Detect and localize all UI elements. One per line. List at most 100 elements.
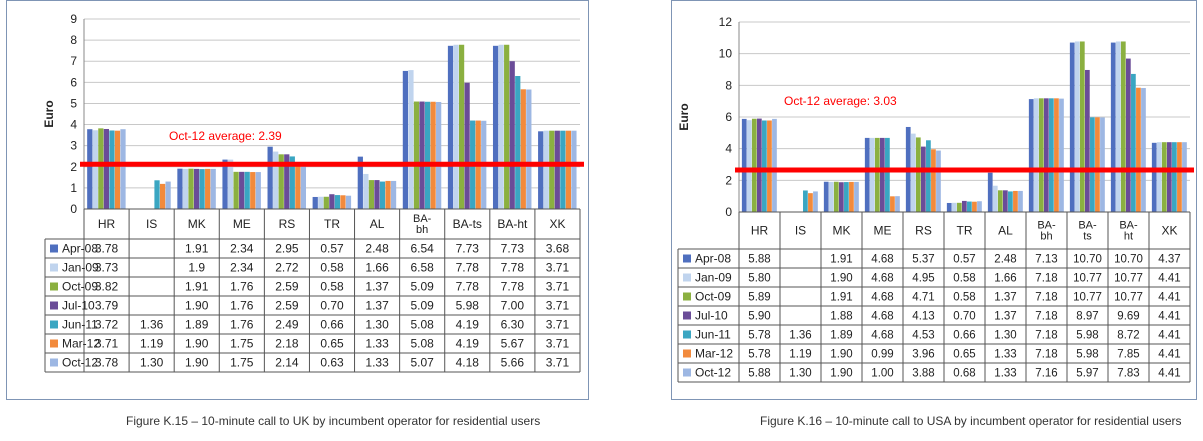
- category-label-hr: HR: [751, 224, 769, 238]
- table-cell-value: 1.90: [185, 337, 209, 351]
- table-cell-value: 7.18: [1035, 311, 1057, 323]
- bar-jan-09-ba-bh: [408, 70, 414, 209]
- bar-apr-08-ba-ht: [492, 45, 499, 210]
- bar-mar-12-rs: [931, 149, 936, 212]
- table-cell-value: 5.37: [912, 254, 934, 266]
- legend-label-apr-08: Apr-08: [62, 242, 98, 256]
- bar-oct-12-me: [895, 196, 900, 212]
- bar-apr-08-me: [864, 137, 870, 212]
- category-label-ba-ts: BA-ts: [1078, 220, 1097, 243]
- table-cell-value: 7.18: [1035, 330, 1057, 342]
- y-tick-label: 0: [70, 202, 77, 216]
- category-label-ba-ts: BA-ts: [453, 217, 482, 231]
- table-cell-value: 3.82: [95, 280, 119, 294]
- bar-oct-12-al: [1018, 190, 1023, 212]
- bar-oct-12-me: [255, 172, 261, 209]
- bar-apr-08-ba-ht: [1110, 42, 1116, 212]
- table-cell-value: 3.78: [95, 356, 119, 370]
- category-label-rs: RS: [915, 224, 932, 238]
- bar-oct-12-rs: [300, 163, 306, 209]
- category-label-ba-bh: BA-bh: [1037, 220, 1056, 243]
- bar-mar-12-me: [890, 196, 895, 212]
- bar-oct-09-hr: [98, 128, 104, 209]
- table-cell-value: 1.89: [185, 318, 209, 332]
- bar-jan-09-rs: [910, 133, 916, 213]
- table-cell-value: 1.91: [830, 254, 852, 266]
- bar-oct-09-ba-ht: [1120, 41, 1126, 212]
- bar-apr-08-mk: [823, 181, 829, 212]
- bar-jul-10-tr: [961, 200, 967, 212]
- table-cell-value: 5.78: [748, 330, 770, 342]
- table-cell-value: 0.58: [953, 292, 975, 304]
- table-cell-value: 1.33: [365, 337, 389, 351]
- legend-label-oct-12: Oct-12: [695, 366, 731, 380]
- legend-swatch-jun-11: [683, 330, 691, 339]
- bar-mar-12-is: [808, 193, 813, 212]
- table-cell-value: 7.13: [1035, 254, 1057, 266]
- table-cell-value: 2.59: [275, 280, 299, 294]
- category-label-xk: XK: [1161, 224, 1177, 238]
- bar-mar-12-ba-ht: [520, 89, 526, 209]
- bar-jul-10-ba-bh: [419, 101, 425, 209]
- bar-jun-11-al: [379, 181, 386, 209]
- table-cell-value: 1.00: [871, 368, 893, 380]
- legend-label-jan-09: Jan-09: [695, 271, 732, 285]
- table-cell-value: 0.65: [320, 337, 344, 351]
- table-cell-value: 7.18: [1035, 292, 1057, 304]
- bar-apr-08-al: [987, 172, 993, 212]
- bar-jan-09-xk: [1156, 142, 1162, 212]
- bar-oct-09-me: [233, 171, 239, 209]
- table-cell-value: 2.72: [275, 261, 299, 275]
- bar-mar-12-ba-ht: [1136, 87, 1141, 212]
- bar-jan-09-me: [227, 159, 234, 209]
- table-cell-value: 1.90: [830, 273, 852, 285]
- legend-label-jan-09: Jan-09: [62, 261, 99, 275]
- table-cell-value: 1.88: [830, 311, 852, 323]
- bar-jul-10-al: [1002, 190, 1008, 212]
- bar-jul-10-ba-ht: [1125, 58, 1131, 212]
- bar-oct-12-tr: [345, 195, 352, 209]
- y-tick-label: 12: [719, 15, 733, 29]
- bar-apr-08-mk: [177, 168, 183, 209]
- table-cell-value: 5.88: [748, 254, 770, 266]
- y-tick-label: 5: [70, 96, 77, 110]
- table-cell-value: 0.70: [320, 299, 344, 313]
- category-label-ba-bh: BA-bh: [413, 213, 432, 236]
- table-cell-value: 1.37: [365, 280, 389, 294]
- y-tick-label: 1: [70, 181, 77, 195]
- table-cell-value: 7.73: [501, 242, 525, 256]
- bar-oct-09-mk: [833, 181, 839, 212]
- legend-swatch-apr-08: [50, 244, 58, 253]
- table-cell-value: 3.96: [912, 349, 934, 361]
- bar-jan-09-ba-ht: [1115, 41, 1121, 212]
- bar-oct-12-xk: [571, 130, 577, 209]
- table-cell-value: 1.75: [230, 337, 254, 351]
- category-label-hr: HR: [98, 217, 116, 231]
- y-tick-label: 6: [70, 75, 77, 89]
- category-label-rs: RS: [279, 217, 296, 231]
- table-cell-value: 1.36: [140, 318, 164, 332]
- bar-oct-09-al: [997, 190, 1003, 212]
- table-cell-value: 3.71: [546, 299, 570, 313]
- legend-label-oct-12: Oct-12: [62, 356, 98, 370]
- bar-oct-09-xk: [549, 130, 555, 209]
- table-cell-value: 1.90: [185, 356, 209, 370]
- category-label-mk: MK: [833, 224, 851, 238]
- table-cell-value: 3.71: [546, 261, 570, 275]
- table-cell-value: 5.67: [501, 337, 525, 351]
- table-cell-value: 7.18: [1035, 273, 1057, 285]
- average-annotation: Oct-12 average: 2.39: [169, 129, 282, 143]
- table-cell-value: 0.65: [953, 349, 975, 361]
- bar-mar-12-ba-ts: [1095, 117, 1100, 212]
- table-cell-value: 4.41: [1158, 368, 1180, 380]
- category-label-al: AL: [998, 224, 1013, 238]
- table-cell-value: 3.68: [546, 242, 570, 256]
- bar-jun-11-is: [803, 190, 808, 212]
- legend-label-oct-09: Oct-09: [62, 280, 98, 294]
- bar-mar-12-tr: [340, 195, 346, 209]
- bar-jul-10-mk: [838, 182, 844, 212]
- table-cell-value: 2.48: [994, 254, 1016, 266]
- table-cell-value: 0.63: [320, 356, 344, 370]
- bar-mar-12-xk: [1177, 142, 1182, 212]
- table-cell-value: 7.18: [1035, 349, 1057, 361]
